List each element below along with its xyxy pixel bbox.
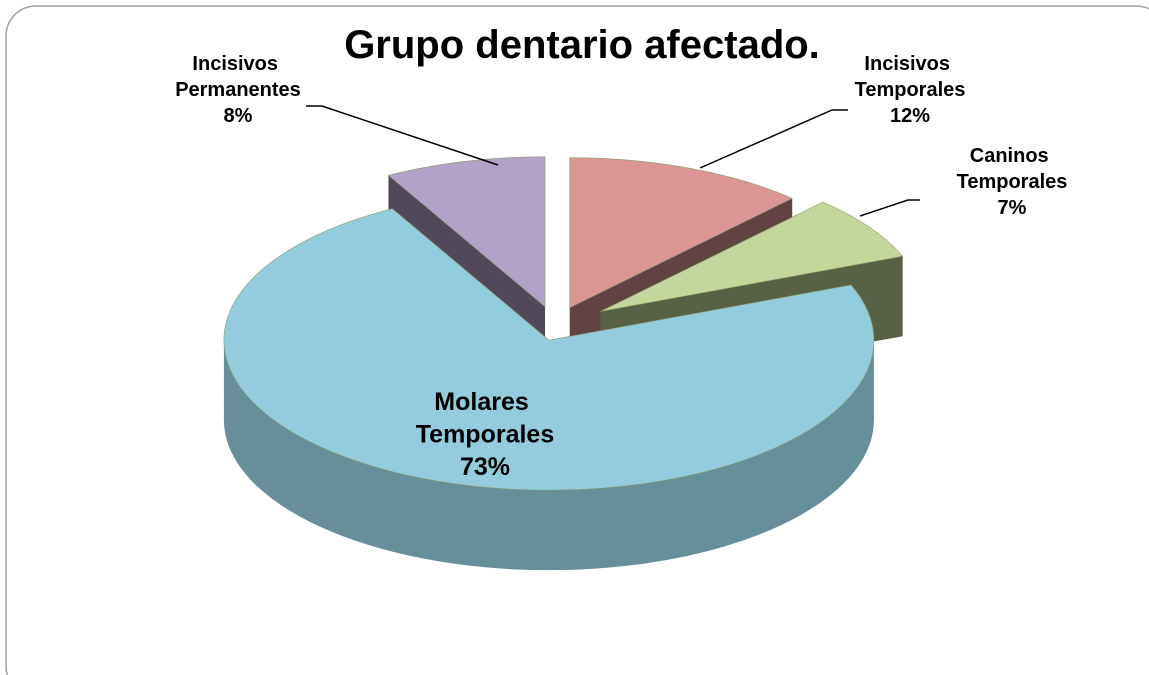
data-label: Molares Temporales [416, 388, 554, 449]
value-label: 7% [998, 197, 1027, 219]
chart-title: Grupo dentario afectado. [344, 23, 820, 67]
slice-shade [223, 340, 874, 571]
value-label: 73% [460, 453, 510, 481]
data-label: Incisivos Permanentes [175, 53, 301, 101]
value-label: 12% [890, 105, 930, 127]
slice-side [223, 340, 874, 571]
value-label: 8% [224, 105, 253, 127]
slice [223, 208, 875, 491]
leader-line [859, 199, 920, 217]
data-label: Incisivos Temporales [855, 53, 966, 101]
slice [569, 157, 793, 309]
data-label: Caninos Temporales [957, 145, 1068, 193]
slice [600, 201, 904, 312]
leader-line [306, 105, 499, 166]
slice [387, 156, 546, 308]
leader-line [699, 109, 848, 169]
